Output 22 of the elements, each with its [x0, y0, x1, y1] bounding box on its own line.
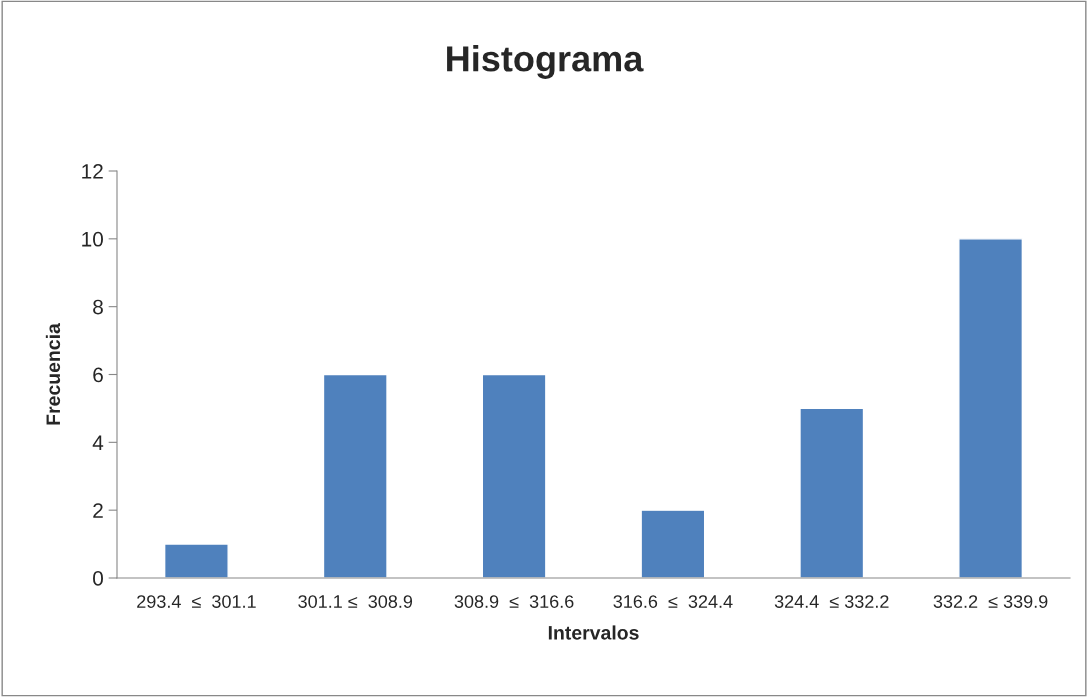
x-tick-label: 293.4 ≤ 301.1 — [137, 595, 256, 608]
y-tick-label: 2 — [93, 503, 103, 518]
y-axis-title: Frecuencia — [45, 323, 61, 425]
x-axis-title: Intervalos — [548, 625, 639, 640]
bar — [163, 543, 229, 578]
bar — [958, 238, 1024, 578]
x-tick-label: 332.2 ≤ 339.9 — [933, 595, 1048, 608]
y-tick-label: 12 — [82, 164, 103, 179]
x-tick-label: 308.9 ≤ 316.6 — [454, 595, 574, 608]
bar — [481, 373, 547, 578]
x-tick-label: 301.1 ≤ 308.9 — [298, 595, 413, 608]
bar — [640, 509, 706, 578]
y-tick-label: 8 — [93, 299, 103, 315]
y-tick-label: 0 — [93, 571, 103, 586]
bar — [799, 407, 865, 578]
chart-title: Histograma — [447, 45, 644, 79]
y-tick-label: 10 — [82, 231, 103, 247]
x-tick-label: 324.4 ≤ 332.2 — [774, 595, 889, 608]
y-tick-label: 6 — [93, 367, 103, 383]
x-tick-label: 316.6 ≤ 324.4 — [613, 595, 733, 608]
y-tick-label: 4 — [92, 435, 104, 450]
bar — [322, 373, 388, 578]
